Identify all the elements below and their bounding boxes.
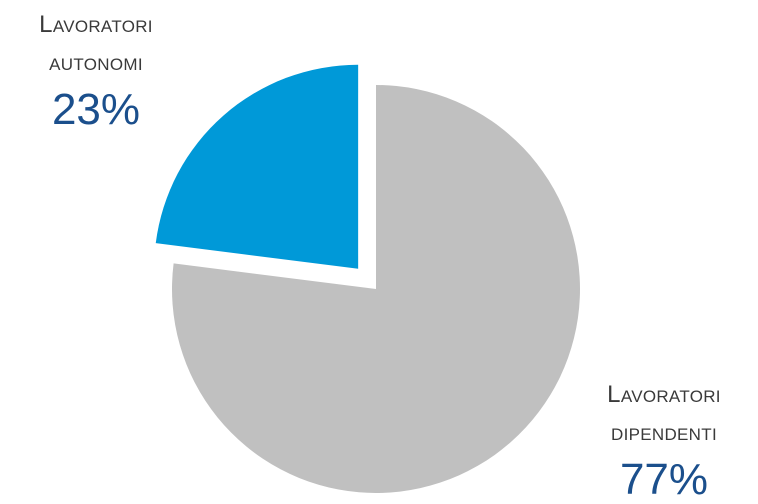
slice-label-lavoratori-dipendenti: Lavoratori dipendenti 77%	[570, 376, 758, 504]
slice-label-line2: autonomi	[49, 49, 143, 76]
slice-value-label: 77%	[619, 455, 709, 504]
slice-value-label: 23%	[51, 85, 141, 134]
slice-label-line1: Lavoratori	[39, 11, 153, 38]
slice-label-line2: dipendenti	[611, 419, 717, 446]
slice-label-lavoratori-autonomi: Lavoratori autonomi 23%	[0, 6, 192, 134]
pie-slice-lavoratori-autonomi	[155, 64, 359, 269]
pie-slice-lavoratori-dipendenti	[172, 85, 581, 493]
slice-label-line1: Lavoratori	[607, 381, 721, 408]
